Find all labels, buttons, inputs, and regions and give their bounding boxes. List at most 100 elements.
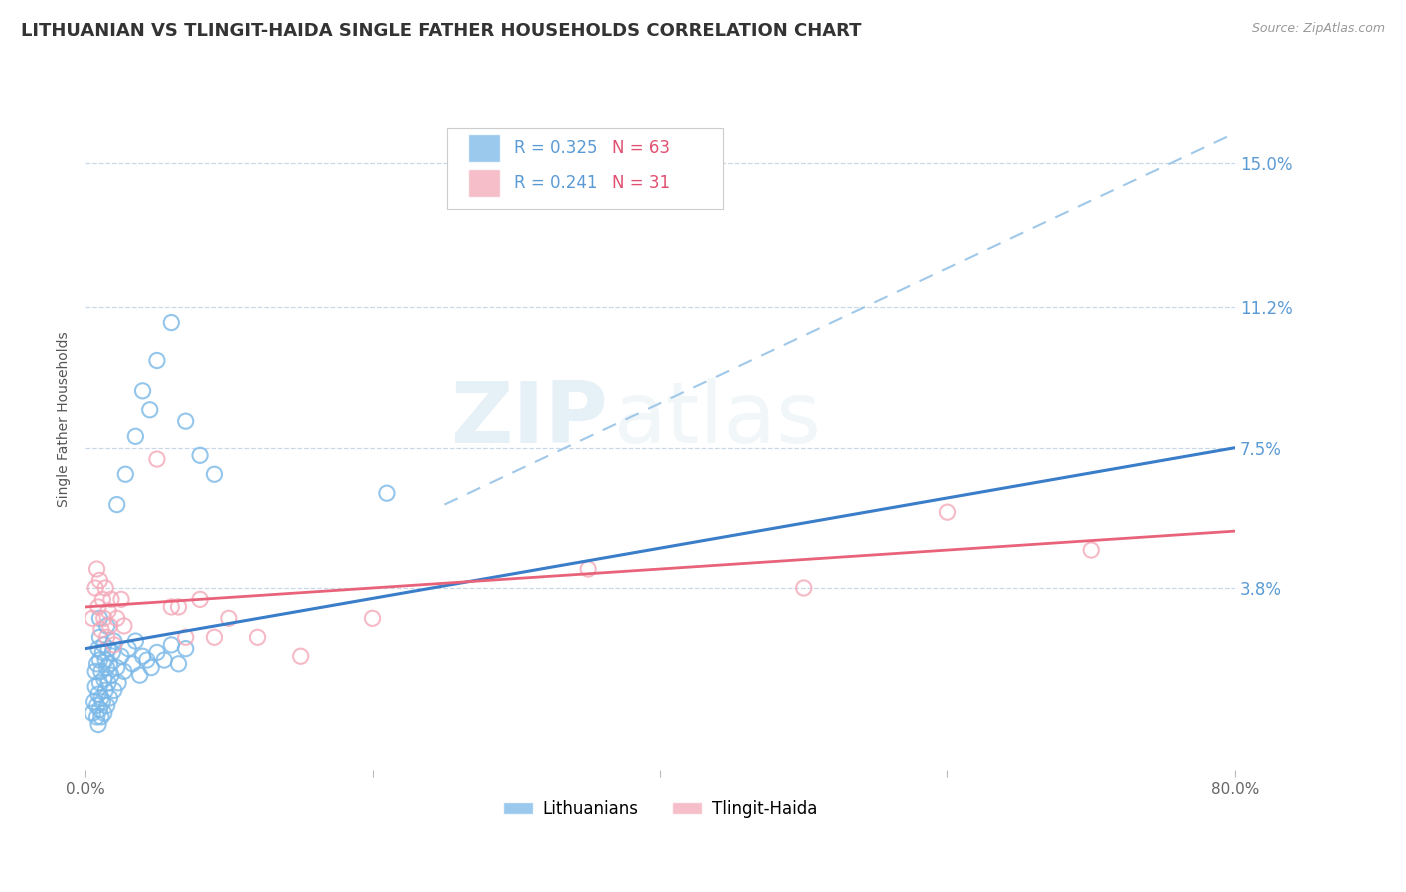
Text: N = 31: N = 31 (612, 174, 669, 192)
Point (89, 630, 111, 644)
FancyBboxPatch shape (468, 169, 501, 197)
Point (91, 695, 114, 709)
Point (93, 611, 115, 625)
Text: R = 0.325: R = 0.325 (515, 139, 598, 157)
Point (89, 574, 111, 588)
Point (139, 402, 162, 417)
Point (84, 581, 107, 595)
Point (936, 505, 959, 519)
Point (153, 653, 176, 667)
Point (96, 619, 118, 633)
Point (576, 562, 599, 576)
Point (218, 611, 240, 625)
Point (87, 641, 110, 656)
Point (114, 467, 136, 482)
Point (96, 660, 118, 674)
Point (103, 634, 125, 648)
Point (105, 660, 128, 674)
Point (174, 630, 197, 644)
Point (117, 641, 139, 656)
Point (89, 611, 111, 625)
Point (103, 638, 125, 652)
Point (146, 645, 169, 659)
FancyBboxPatch shape (447, 128, 723, 209)
Point (97, 675, 120, 690)
Point (146, 353, 169, 368)
Point (100, 592, 122, 607)
Point (89, 653, 111, 667)
Point (96, 630, 118, 644)
Point (98, 690, 121, 705)
Point (124, 634, 146, 648)
Point (90, 623, 112, 637)
Point (131, 384, 153, 398)
Text: LITHUANIAN VS TLINGIT-HAIDA SINGLE FATHER HOUSEHOLDS CORRELATION CHART: LITHUANIAN VS TLINGIT-HAIDA SINGLE FATHE… (21, 22, 862, 40)
Point (141, 660, 163, 674)
Point (91, 645, 114, 659)
Point (87, 717, 110, 731)
Point (188, 448, 211, 462)
Point (101, 645, 124, 659)
Text: N = 63: N = 63 (612, 139, 669, 157)
Text: Source: ZipAtlas.com: Source: ZipAtlas.com (1251, 22, 1385, 36)
Point (167, 599, 190, 614)
Point (83, 695, 105, 709)
Point (204, 630, 226, 644)
Point (90, 690, 112, 705)
Point (105, 611, 128, 625)
Point (89, 702, 111, 716)
Point (91, 592, 114, 607)
Point (94, 683, 117, 698)
Point (100, 668, 122, 682)
Point (98, 657, 121, 671)
Point (361, 611, 384, 625)
Point (793, 581, 815, 595)
Point (86, 698, 108, 713)
Point (174, 641, 197, 656)
FancyBboxPatch shape (468, 134, 501, 161)
Point (112, 665, 135, 679)
Point (204, 467, 226, 482)
Point (87, 687, 110, 701)
Point (93, 638, 115, 652)
Point (128, 668, 150, 682)
Text: atlas: atlas (614, 377, 823, 461)
Point (124, 429, 146, 443)
Point (98, 619, 121, 633)
Point (131, 649, 153, 664)
Text: ZIP: ZIP (450, 377, 609, 461)
Point (121, 657, 143, 671)
Point (188, 592, 211, 607)
Point (84, 680, 107, 694)
Point (93, 672, 115, 686)
Point (103, 683, 125, 698)
Point (375, 486, 398, 500)
Point (82, 611, 104, 625)
Point (167, 657, 190, 671)
Legend: Lithuanians, Tlingit-Haida: Lithuanians, Tlingit-Haida (496, 794, 824, 825)
Point (112, 619, 135, 633)
Point (86, 657, 108, 671)
Point (97, 604, 120, 618)
Point (105, 498, 128, 512)
Point (290, 649, 312, 664)
Point (110, 592, 132, 607)
Point (86, 710, 108, 724)
Point (174, 414, 197, 428)
Point (246, 630, 269, 644)
Point (96, 698, 118, 713)
Point (84, 665, 107, 679)
Point (94, 653, 117, 667)
Point (1080, 543, 1102, 558)
Point (160, 599, 183, 614)
Point (90, 665, 112, 679)
Point (160, 638, 183, 652)
Y-axis label: Single Father Households: Single Father Households (58, 332, 72, 507)
Point (93, 706, 115, 720)
Point (110, 649, 132, 664)
Point (135, 653, 157, 667)
Point (160, 316, 183, 330)
Point (97, 641, 120, 656)
Point (107, 675, 129, 690)
Point (82, 706, 104, 720)
